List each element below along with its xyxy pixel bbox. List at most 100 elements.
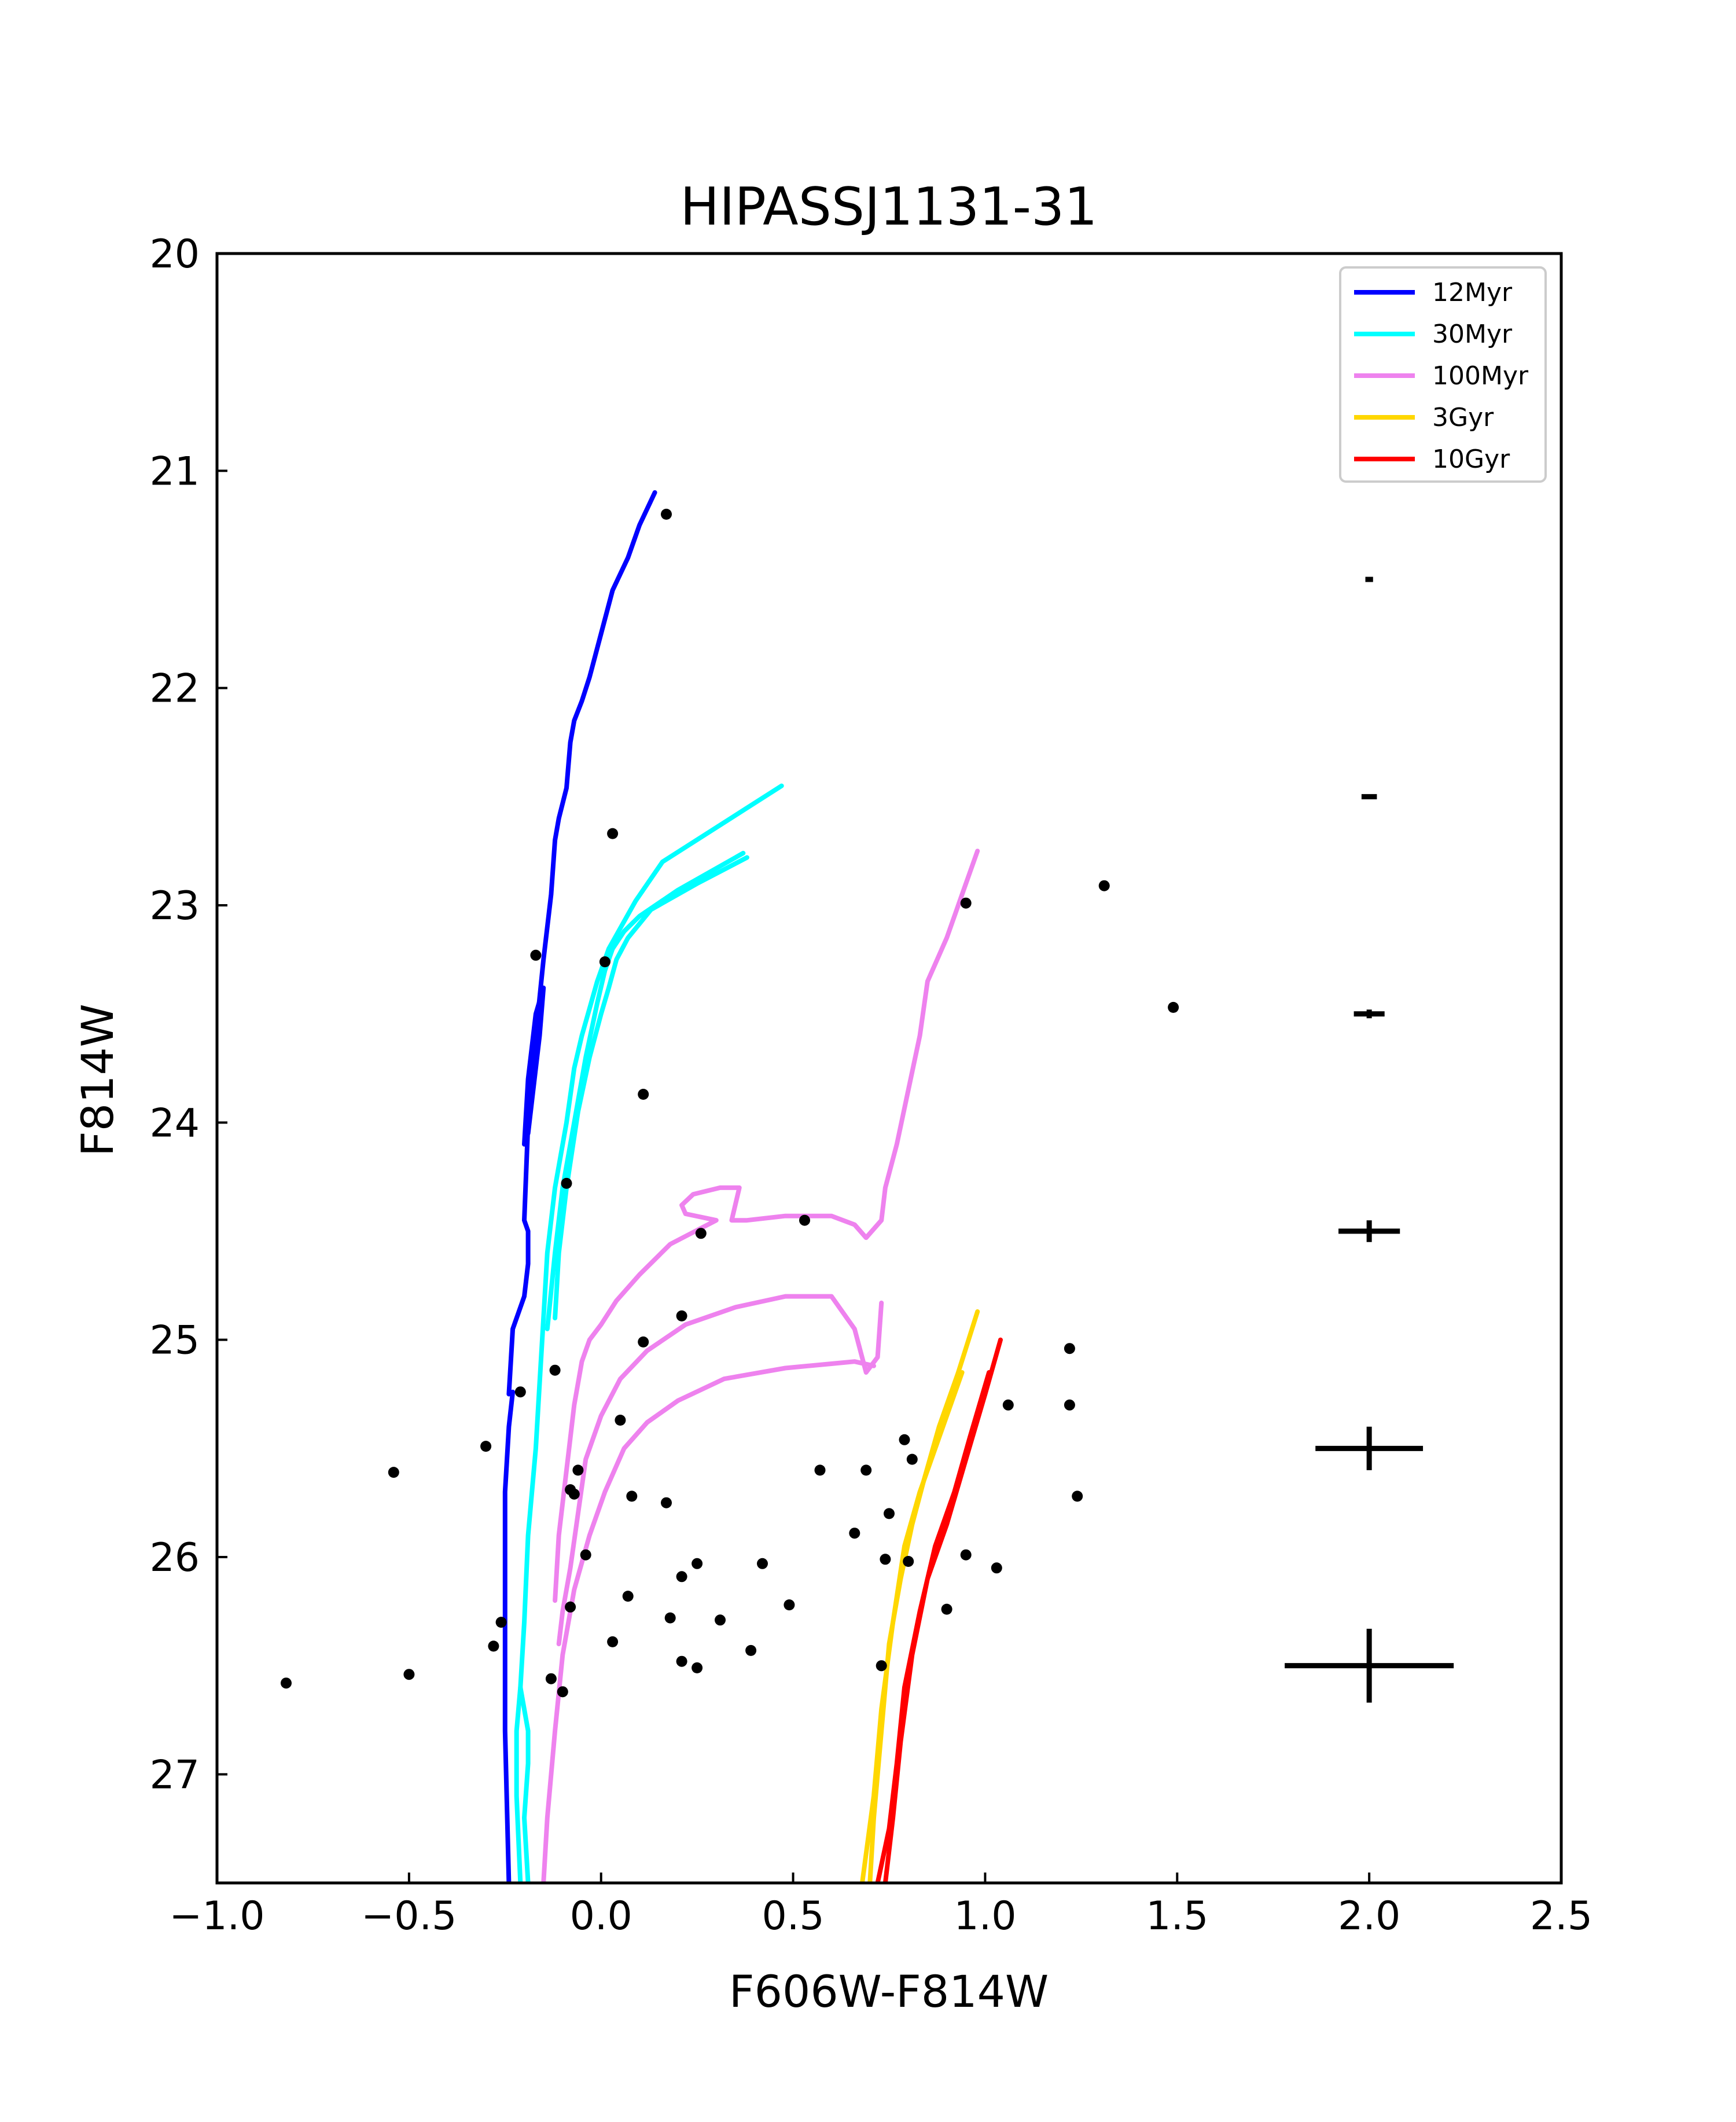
legend-item-12Myr: 12Myr [1354, 278, 1513, 307]
y-tick-label: 20 [149, 232, 200, 277]
data-point [281, 1677, 292, 1689]
data-point [884, 1508, 895, 1519]
error-bar-4 [1338, 1220, 1400, 1242]
data-point [530, 949, 542, 961]
data-point [1002, 1399, 1014, 1411]
data-point [692, 1558, 703, 1569]
data-point [615, 1415, 626, 1426]
data-point [903, 1556, 914, 1567]
data-point [906, 1453, 918, 1465]
data-point [514, 1386, 526, 1398]
x-axis: −1.0 −0.5 0.0 0.5 1.0 1.5 2.0 2.5 [169, 1873, 1592, 1939]
data-point [622, 1591, 634, 1602]
x-tick-label: −1.0 [169, 1893, 264, 1939]
data-point [626, 1490, 638, 1502]
x-tick-label: 2.0 [1338, 1893, 1400, 1939]
data-point [695, 1228, 707, 1239]
data-point [403, 1669, 415, 1680]
data-point [1168, 1001, 1179, 1013]
data-point [557, 1686, 568, 1698]
errorbar-layer [1285, 577, 1454, 1703]
data-point [545, 1673, 557, 1684]
data-point [860, 1464, 872, 1476]
x-tick-label: 1.5 [1146, 1893, 1208, 1939]
data-point [561, 1177, 572, 1189]
data-point [880, 1554, 891, 1565]
data-point [661, 508, 672, 520]
data-point [745, 1644, 757, 1656]
data-point [960, 1549, 972, 1561]
data-point [568, 1488, 580, 1500]
chart-title: HIPASSJ1131-31 [680, 177, 1097, 237]
error-bar-5 [1315, 1426, 1424, 1470]
legend-item-3Gyr: 3Gyr [1354, 403, 1494, 432]
data-point [814, 1464, 826, 1476]
isochrone-100Myr-line-2 [556, 1294, 884, 1647]
legend-label: 100Myr [1432, 361, 1529, 391]
plot-frame [215, 252, 1563, 1885]
isochrone-30Myr-line-2 [545, 850, 746, 1331]
data-point [580, 1549, 591, 1561]
data-point [784, 1599, 795, 1611]
isochrone-100Myr-line-3 [541, 1359, 876, 1883]
y-axis: 20 21 22 23 24 25 26 27 [149, 232, 227, 1798]
legend-label: 30Myr [1432, 320, 1513, 349]
legend-label: 12Myr [1432, 278, 1513, 307]
data-point [941, 1603, 952, 1615]
data-point [692, 1662, 703, 1673]
data-point [488, 1640, 499, 1652]
data-point [664, 1612, 676, 1624]
legend-box [1339, 266, 1547, 483]
x-tick-label: 0.5 [762, 1893, 824, 1939]
data-point [565, 1601, 576, 1613]
legend-item-30Myr: 30Myr [1354, 320, 1513, 349]
data-point [572, 1464, 584, 1476]
error-bar-3 [1354, 1009, 1385, 1019]
y-tick-label: 21 [149, 449, 200, 494]
data-point [607, 828, 619, 839]
data-point [495, 1617, 507, 1628]
isochrone-10Gyr-line-2 [875, 1370, 992, 1883]
data-point [899, 1434, 910, 1445]
series-layer [502, 490, 1003, 1883]
error-bar-6 [1285, 1628, 1454, 1703]
y-tick-label: 26 [149, 1535, 200, 1581]
x-tick-label: 0.0 [570, 1893, 632, 1939]
data-point [715, 1614, 726, 1626]
x-tick-label: −0.5 [361, 1893, 457, 1939]
data-point [876, 1660, 887, 1672]
data-point [991, 1562, 1002, 1574]
error-bar-1 [1365, 577, 1373, 582]
y-tick-label: 25 [149, 1318, 200, 1364]
legend-item-10Gyr: 10Gyr [1354, 445, 1510, 474]
legend: 12Myr 30Myr 100Myr 3Gyr 10Gyr [1339, 266, 1547, 483]
data-point [480, 1441, 492, 1452]
isochrone-30Myr-line-1 [518, 783, 784, 1883]
data-point [1098, 880, 1110, 891]
data-point [661, 1497, 672, 1508]
error-bar-2 [1361, 794, 1377, 799]
isochrone-3Gyr-line-2 [860, 1370, 965, 1883]
legend-label: 3Gyr [1432, 403, 1494, 432]
data-point [607, 1636, 619, 1647]
data-point [757, 1558, 768, 1569]
legend-label: 10Gyr [1432, 445, 1510, 474]
y-tick-label: 24 [149, 1100, 200, 1146]
data-point [960, 897, 972, 909]
data-point [1064, 1343, 1075, 1354]
y-axis-label: F814W [72, 1004, 123, 1157]
data-point [549, 1364, 561, 1376]
data-point [638, 1089, 649, 1100]
x-tick-label: 1.0 [954, 1893, 1016, 1939]
isochrone-100Myr-line-1 [553, 849, 980, 1603]
data-point [676, 1571, 687, 1583]
y-tick-label: 27 [149, 1752, 200, 1798]
points-layer [281, 508, 1179, 1698]
data-point [1072, 1490, 1083, 1502]
data-point [638, 1336, 649, 1348]
data-point [799, 1214, 810, 1226]
data-point [388, 1467, 399, 1478]
legend-item-100Myr: 100Myr [1354, 361, 1529, 391]
isochrone-12Myr-line-2 [522, 985, 546, 1147]
